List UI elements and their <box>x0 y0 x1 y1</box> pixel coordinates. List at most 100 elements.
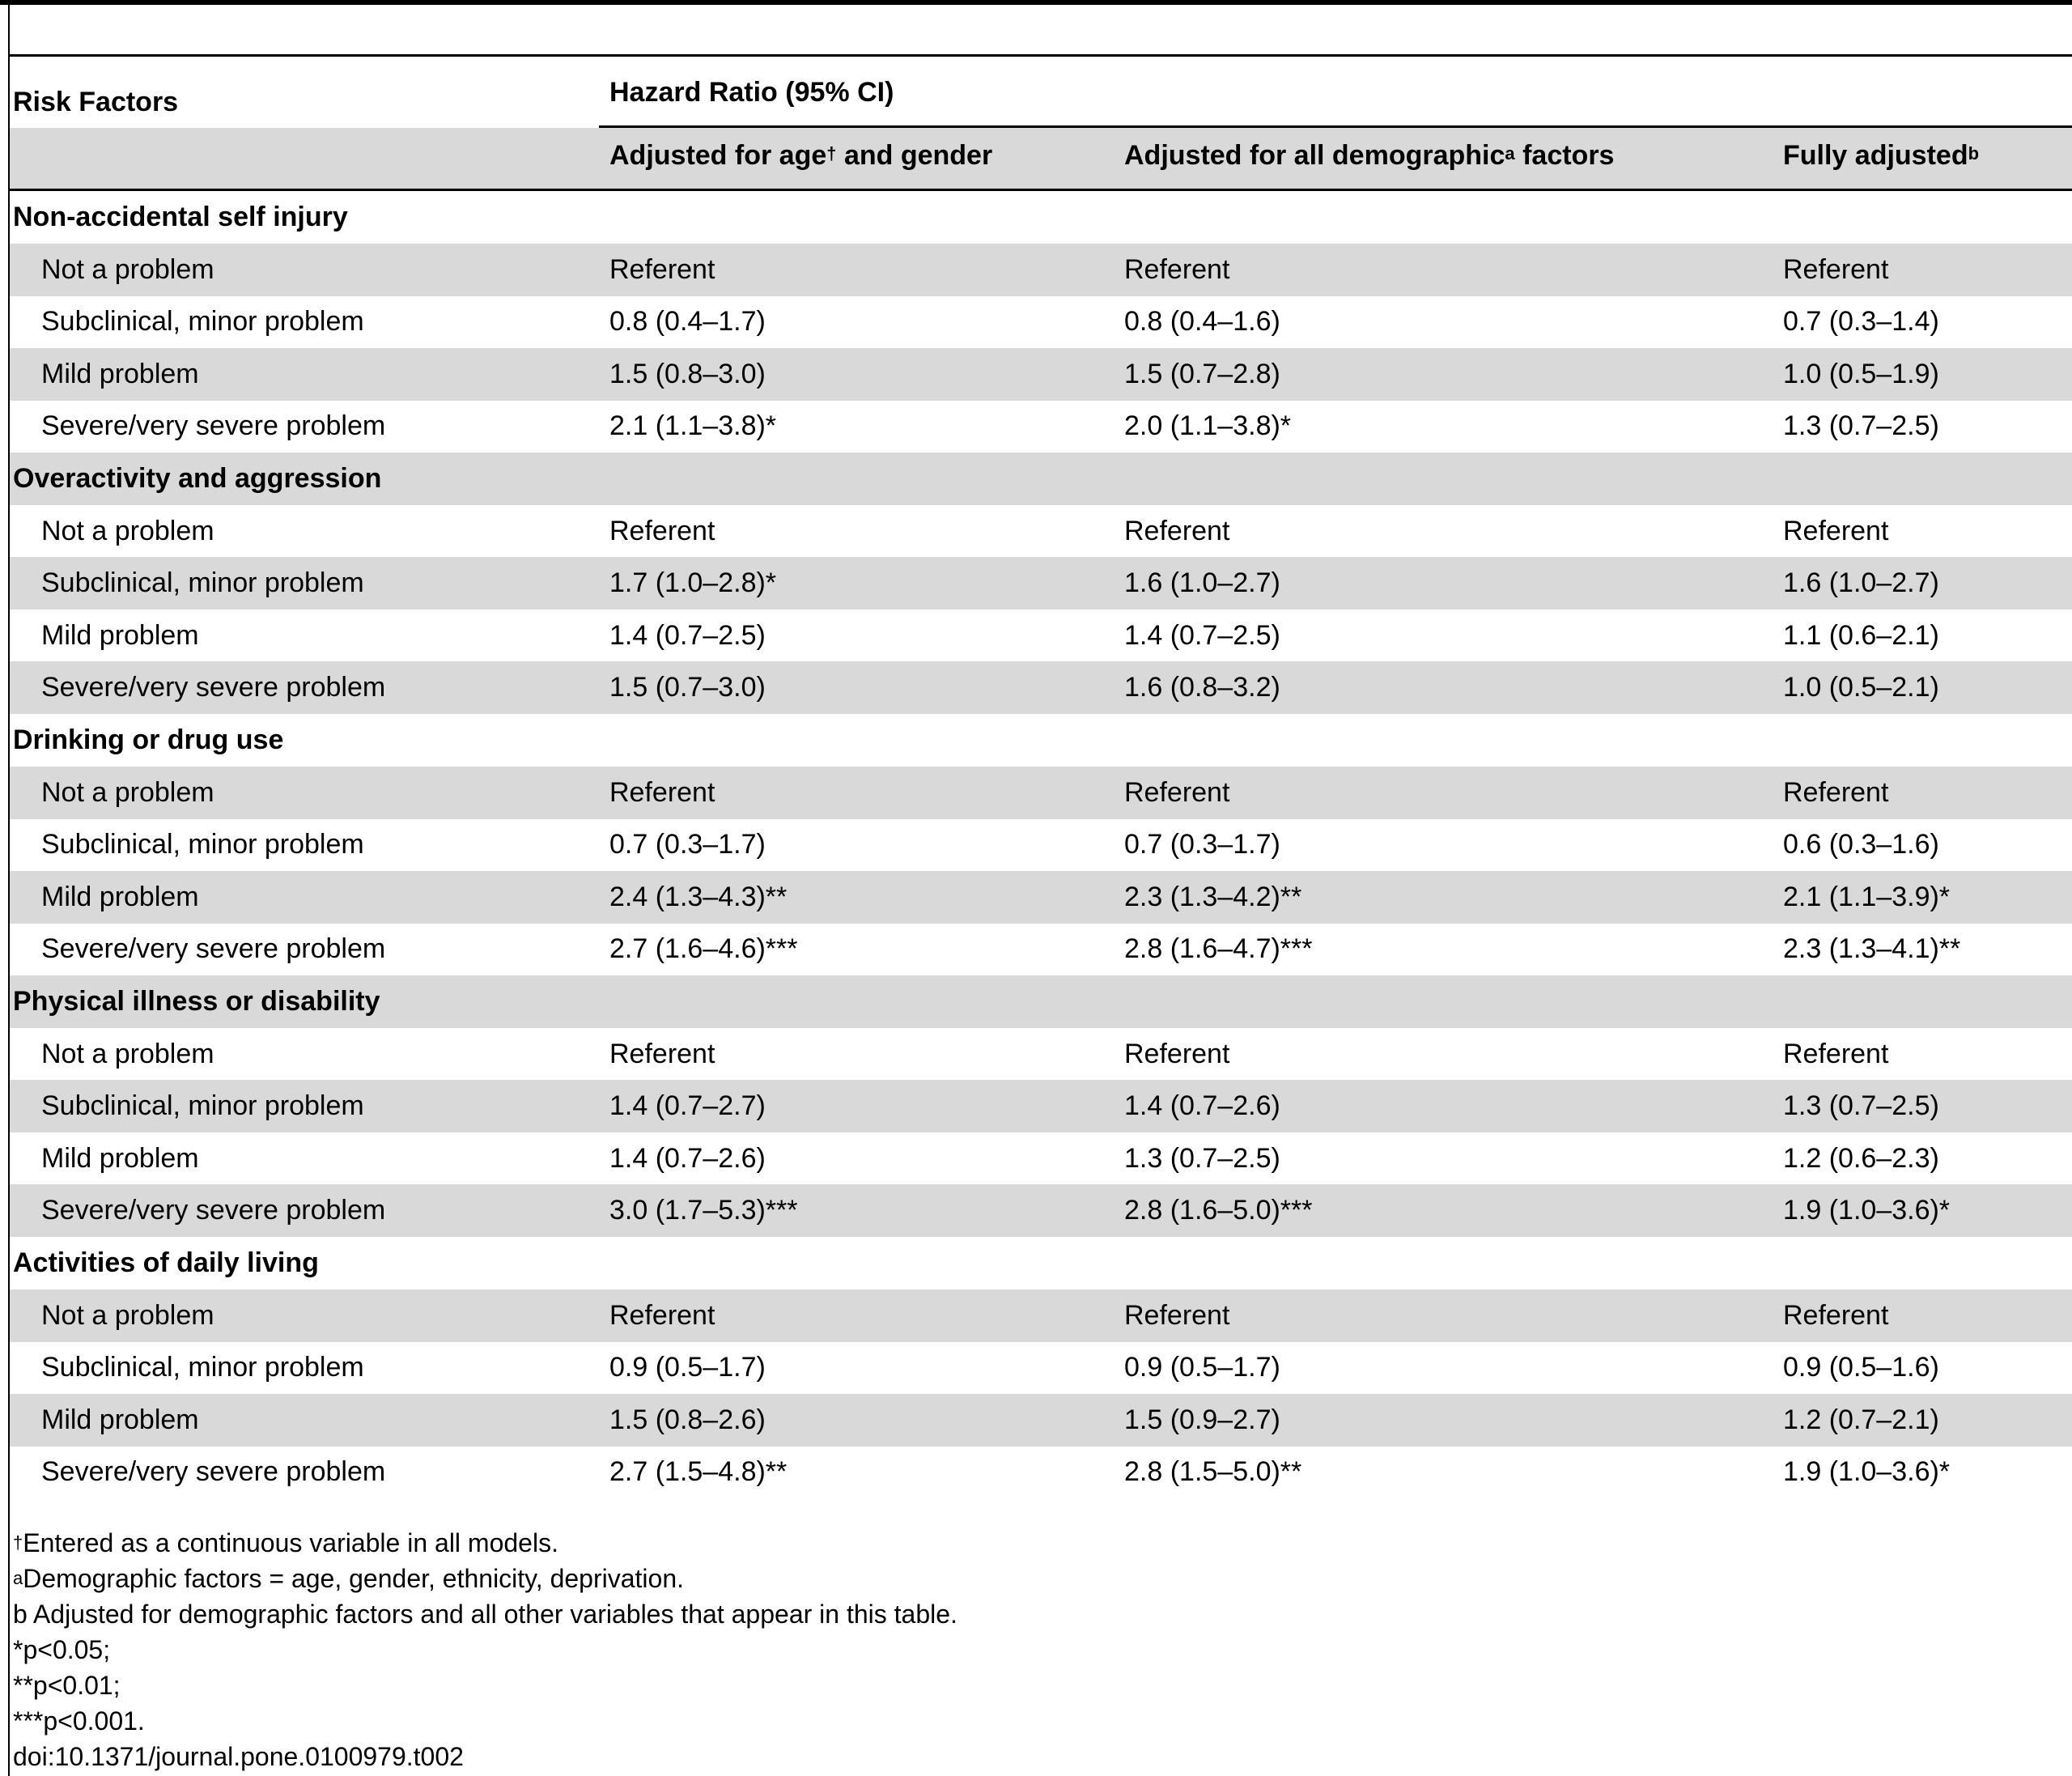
cell-fully-adjusted: 1.0 (0.5–2.1) <box>1783 672 1939 703</box>
table-row: Severe/very severe problem 1.5 (0.7–3.0) 1… <box>10 661 2072 715</box>
doi-text: doi:10.1371/journal.pone.0100979.t002 <box>13 1742 464 1771</box>
cell-demographic: 1.5 (0.9–2.7) <box>1124 1404 1280 1435</box>
footnote-a-text: Demographic factors = age, gender, ethni… <box>23 1564 685 1593</box>
cell-demographic: 1.6 (1.0–2.7) <box>1124 567 1280 599</box>
cell-demographic: 0.7 (0.3–1.7) <box>1124 829 1280 860</box>
row-label: Subclinical, minor problem <box>41 306 364 338</box>
row-label: Severe/very severe problem <box>41 410 386 442</box>
cell-age-gender: 1.4 (0.7–2.6) <box>609 1142 766 1174</box>
table-row: Not a problem Referent Referent Referent <box>10 243 2072 296</box>
table-row: Mild problem 1.4 (0.7–2.6) 1.3 (0.7–2.5) 1.… <box>10 1132 2072 1185</box>
header-top-rule <box>10 54 2072 57</box>
cell-age-gender: Referent <box>609 515 715 546</box>
footnote-b: b Adjusted for demographic factors and a… <box>13 1600 957 1629</box>
cell-fully-adjusted: Referent <box>1783 515 1889 546</box>
cell-demographic: 1.6 (0.8–3.2) <box>1124 672 1280 703</box>
header-col1-text: Adjusted for age <box>609 140 827 171</box>
footnote-p001: ***p<0.001. <box>13 1706 145 1736</box>
cell-demographic: 1.5 (0.7–2.8) <box>1124 358 1280 389</box>
hazard-ratio-rule <box>599 125 2072 128</box>
footnote-p05: *p<0.05; <box>13 1635 111 1664</box>
row-label: Not a problem <box>41 253 214 285</box>
subheader-band <box>10 128 2072 189</box>
table-row: Mild problem 1.5 (0.8–3.0) 1.5 (0.7–2.8) 1.… <box>10 347 2072 401</box>
row-label: Subclinical, minor problem <box>41 1352 364 1383</box>
row-label: Not a problem <box>41 515 214 546</box>
table-row: Subclinical, minor problem 1.7 (1.0–2.8)*… <box>10 557 2072 610</box>
table-row: Subclinical, minor problem 0.8 (0.4–1.7) 0… <box>10 295 2072 348</box>
table-row: Severe/very severe problem 2.7 (1.5–4.8)*… <box>10 1446 2072 1498</box>
cell-demographic: 2.8 (1.5–5.0)** <box>1124 1456 1302 1488</box>
cell-age-gender: Referent <box>609 776 715 808</box>
cell-fully-adjusted: 1.2 (0.7–2.1) <box>1783 1404 1939 1435</box>
footnote-p01: **p<0.01; <box>13 1671 121 1700</box>
table-row: Not a problem Referent Referent Referent <box>10 1289 2072 1342</box>
cell-demographic: Referent <box>1124 515 1230 546</box>
table-row: Subclinical, minor problem 0.7 (0.3–1.7) 0… <box>10 818 2072 871</box>
cell-fully-adjusted: Referent <box>1783 1038 1889 1069</box>
group-header-row: Non-accidental self injury <box>10 191 2072 244</box>
cell-fully-adjusted: Referent <box>1783 253 1889 285</box>
group-label: Drinking or drug use <box>13 724 284 755</box>
group-label: Activities of daily living <box>13 1247 319 1278</box>
table-row: Not a problem Referent Referent Referent <box>10 1028 2072 1081</box>
footnote-a: aDemographic factors = age, gender, ethn… <box>13 1561 684 1600</box>
header-col2-text: Adjusted for all demographic <box>1124 140 1505 171</box>
cell-demographic: 1.3 (0.7–2.5) <box>1124 1142 1280 1174</box>
table-row: Subclinical, minor problem 0.9 (0.5–1.7) 0… <box>10 1341 2072 1394</box>
cell-demographic: 2.8 (1.6–4.7)*** <box>1124 933 1313 965</box>
row-label: Mild problem <box>41 881 199 912</box>
cell-age-gender: 1.5 (0.8–3.0) <box>609 358 766 389</box>
cell-fully-adjusted: 1.0 (0.5–1.9) <box>1783 358 1939 389</box>
header-col-age-gender: Adjusted for age† and gender <box>609 139 992 175</box>
cell-age-gender: Referent <box>609 1038 715 1069</box>
cell-demographic: 0.9 (0.5–1.7) <box>1124 1352 1280 1383</box>
cell-demographic: Referent <box>1124 1038 1230 1069</box>
header-col2-text-end: factors <box>1514 140 1615 171</box>
header-bottom-rule <box>10 189 2072 191</box>
top-rule <box>0 0 2072 5</box>
table-row: Severe/very severe problem 2.7 (1.6–4.6)*… <box>10 923 2072 975</box>
row-label: Not a problem <box>41 1038 214 1069</box>
header-col-demographic: Adjusted for all demographica factors <box>1124 139 1614 175</box>
cell-age-gender: 1.4 (0.7–2.5) <box>609 619 766 651</box>
table-row: Subclinical, minor problem 1.4 (0.7–2.7) 1… <box>10 1080 2072 1133</box>
cell-fully-adjusted: 0.7 (0.3–1.4) <box>1783 306 1939 338</box>
row-label: Subclinical, minor problem <box>41 1090 364 1122</box>
cell-age-gender: 2.7 (1.6–4.6)*** <box>609 933 798 965</box>
header-col1-text-end: and gender <box>836 140 993 171</box>
footnote-a-mark: a <box>1505 143 1515 164</box>
table-row: Mild problem 1.5 (0.8–2.6) 1.5 (0.9–2.7) 1.… <box>10 1393 2072 1447</box>
cell-demographic: 1.4 (0.7–2.5) <box>1124 619 1280 651</box>
footnote-b-mark: b <box>1968 143 1980 164</box>
cell-fully-adjusted: 1.9 (1.0–3.6)* <box>1783 1195 1951 1226</box>
cell-fully-adjusted: 1.9 (1.0–3.6)* <box>1783 1456 1951 1488</box>
table-row: Severe/very severe problem 2.1 (1.1–3.8)*… <box>10 400 2072 452</box>
row-label: Mild problem <box>41 1404 199 1435</box>
cell-fully-adjusted: 0.6 (0.3–1.6) <box>1783 829 1939 860</box>
row-label: Severe/very severe problem <box>41 1456 386 1488</box>
table-row: Not a problem Referent Referent Referent <box>10 766 2072 819</box>
cell-demographic: 2.8 (1.6–5.0)*** <box>1124 1195 1313 1226</box>
header-col3-text: Fully adjusted <box>1783 140 1968 171</box>
row-label: Mild problem <box>41 619 199 651</box>
cell-age-gender: 1.4 (0.7–2.7) <box>609 1090 766 1122</box>
left-border <box>8 5 10 1776</box>
group-label: Overactivity and aggression <box>13 463 382 494</box>
cell-fully-adjusted: 0.9 (0.5–1.6) <box>1783 1352 1939 1383</box>
cell-age-gender: 3.0 (1.7–5.3)*** <box>609 1195 798 1226</box>
cell-age-gender: 2.4 (1.3–4.3)** <box>609 881 788 912</box>
dagger-mark: † <box>826 143 837 164</box>
table-row: Not a problem Referent Referent Referent <box>10 505 2072 558</box>
group-label: Physical illness or disability <box>13 986 380 1017</box>
cell-fully-adjusted: 1.6 (1.0–2.7) <box>1783 567 1939 599</box>
table-row: Severe/very severe problem 3.0 (1.7–5.3)*… <box>10 1184 2072 1238</box>
row-label: Mild problem <box>41 358 199 389</box>
row-label: Severe/very severe problem <box>41 1195 386 1226</box>
cell-fully-adjusted: Referent <box>1783 776 1889 808</box>
group-header-row: Physical illness or disability <box>10 975 2072 1028</box>
group-header-row: Drinking or drug use <box>10 714 2072 767</box>
row-label: Not a problem <box>41 1299 214 1331</box>
cell-demographic: Referent <box>1124 1299 1230 1331</box>
row-label: Subclinical, minor problem <box>41 829 364 860</box>
